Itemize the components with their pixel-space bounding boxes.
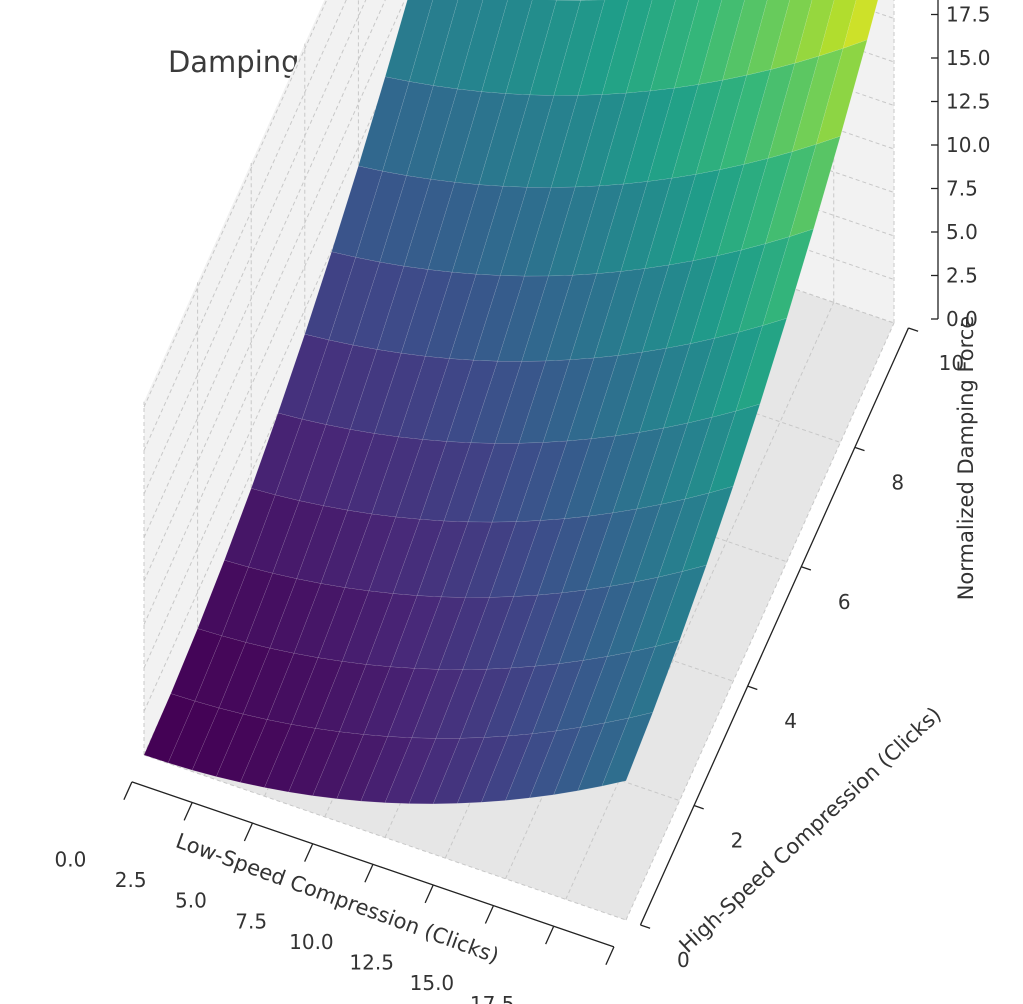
x-tick-label: 10.0 <box>289 930 334 954</box>
y-tick-label: 4 <box>784 709 797 733</box>
x-tick-mark <box>605 946 615 966</box>
x-tick-label: 17.5 <box>470 992 515 1004</box>
x-tick-label: 2.5 <box>115 868 147 892</box>
y-tick-mark <box>908 327 919 332</box>
z-tick-label: 12.5 <box>946 90 991 114</box>
z-axis-label: Normalized Damping Force <box>954 316 978 601</box>
tick-labels: 0.02.55.07.510.012.515.017.520.002468100… <box>54 3 991 1004</box>
y-axis-label: High-Speed Compression (Clicks) <box>675 702 946 957</box>
x-tick-label: 15.0 <box>410 971 455 995</box>
surface-patch <box>674 0 723 89</box>
x-tick-mark <box>545 925 555 945</box>
x-tick-mark <box>183 802 193 821</box>
left-pane <box>144 0 412 755</box>
x-tick-mark <box>484 905 495 924</box>
x-tick-mark <box>424 884 434 904</box>
z-tick-label: 2.5 <box>946 264 978 288</box>
x-tick-label: 12.5 <box>349 951 394 975</box>
surface-patch <box>457 0 508 92</box>
x-tick-label: 5.0 <box>175 889 207 913</box>
z-tick-label: 15.0 <box>946 46 991 70</box>
surface-mesh <box>143 0 879 805</box>
y-tick-label: 10 <box>939 351 964 375</box>
y-tick-label: 8 <box>891 470 904 494</box>
x-tick-mark <box>304 843 314 862</box>
y-tick-mark <box>801 566 812 571</box>
x-tick-mark <box>123 781 133 801</box>
x-tick-mark <box>243 822 254 842</box>
y-tick-mark <box>693 804 704 810</box>
y-tick-mark <box>854 446 865 452</box>
z-tick-label: 17.5 <box>946 3 991 27</box>
z-tick-label: 7.5 <box>946 177 978 201</box>
x-tick-mark <box>364 864 374 883</box>
z-tick-label: 0.0 <box>946 307 978 331</box>
axis-lines <box>123 0 939 966</box>
surface-patch <box>408 0 459 86</box>
y-tick-label: 0 <box>677 948 690 972</box>
surface-patch <box>625 0 676 94</box>
z-tick-label: 5.0 <box>946 220 978 244</box>
y-axis-line <box>639 327 910 926</box>
y-tick-label: 2 <box>731 829 744 853</box>
x-tick-label: 7.5 <box>235 909 267 933</box>
surface-patch <box>681 485 734 572</box>
y-tick-label: 6 <box>838 590 851 614</box>
grid-line-y <box>143 754 627 921</box>
surface-patch <box>628 640 680 719</box>
y-tick-mark <box>747 685 758 691</box>
surface-patch <box>601 712 654 787</box>
y-tick-mark <box>640 924 651 929</box>
z-tick-label: 10.0 <box>946 133 991 157</box>
x-tick-label: 0.0 <box>54 848 86 872</box>
